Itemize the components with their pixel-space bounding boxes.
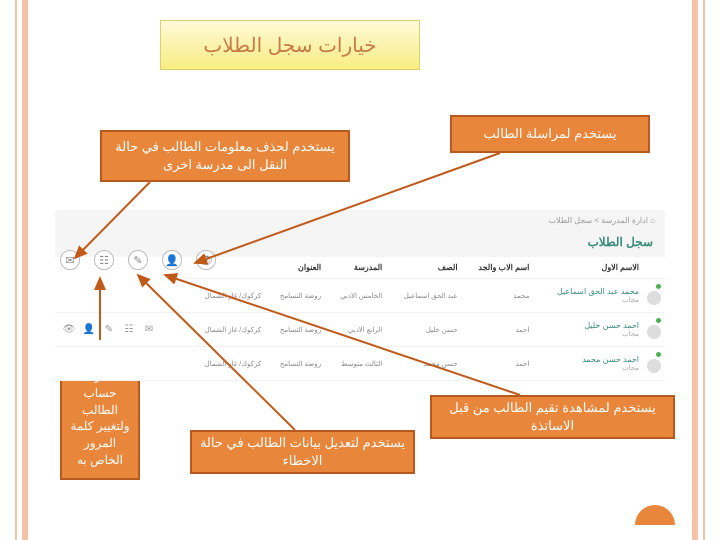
school-cell: روضة التسامح [265,347,325,381]
students-panel: ⌂ ادارة المدرسة > سجل الطلاب سجل الطلاب … [55,210,665,381]
pen-icon[interactable]: ✎ [128,250,148,270]
address-cell: كركوك/ غاز الشمال [187,279,266,313]
column-header: الصف [386,257,461,279]
frame-line [15,0,17,540]
callout-edit: يستخدم لتعديل بيانات الطالب في حالة الاخ… [190,430,415,474]
eye-icon[interactable]: 👁 [196,250,216,270]
slide-decoration [635,505,675,525]
mail-icon[interactable]: ✉ [140,321,158,339]
callout-evaluation: يستخدم لمشاهدة تقيم الطالب من قبل الاسات… [430,395,675,439]
row-actions: 👁👤✎☷✉ [55,313,187,347]
students-table: الاسم الاولاسم الاب والجدالصفالمدرسةالعن… [55,257,665,381]
school-cell: روضة التسامح [265,313,325,347]
avatar-icon [647,359,661,373]
first-name-cell: احمد [462,347,534,381]
user-icon[interactable]: 👤 [80,321,98,339]
father-name-cell: حسن خليل [386,313,461,347]
avatar-icon [647,325,661,339]
grade-cell: الثالث متوسط [325,347,386,381]
breadcrumb: ⌂ ادارة المدرسة > سجل الطلاب [55,210,665,231]
avatar-icon [647,291,661,305]
status-dot [656,352,661,357]
grade-cell: الخامس الادبي [325,279,386,313]
avatar-cell [643,347,665,381]
pen-icon[interactable]: ✎ [100,321,118,339]
user-icon[interactable]: 👤 [162,250,182,270]
address-cell: كركوك/ غاز الشمال [187,313,266,347]
student-name-cell: احمد حسن محمدمجاب [533,347,643,381]
frame-line [22,0,28,540]
slide-title: خيارات سجل الطلاب [160,20,420,70]
avatar-cell [643,313,665,347]
action-icons-row: 👁 👤 ✎ ☷ ✉ [60,250,216,270]
bars-icon[interactable]: ☷ [94,250,114,270]
column-header [643,257,665,279]
father-name-cell: حسن محمد [386,347,461,381]
avatar-cell [643,279,665,313]
empty-cell [55,279,187,313]
frame-line [692,0,698,540]
grade-cell: الرابع الادبي [325,313,386,347]
table-row: احمد حسن محمدمجاباحمدحسن محمدالثالث متوس… [55,347,665,381]
student-name-cell: محمد عبد الحق اسماعيلمجاب [533,279,643,313]
first-name-cell: احمد [462,313,534,347]
empty-cell [55,347,187,381]
bars-icon[interactable]: ☷ [120,321,138,339]
table-row: محمد عبد الحق اسماعيلمجابمحمدعبد الحق اس… [55,279,665,313]
callout-message: يستخدم لمراسلة الطالب [450,115,650,153]
eye-icon[interactable]: 👁 [60,321,78,339]
first-name-cell: محمد [462,279,534,313]
frame-line [703,0,705,540]
mail-icon[interactable]: ✉ [60,250,80,270]
school-cell: روضة التسامح [265,279,325,313]
column-header: الاسم الاول [533,257,643,279]
table-row: احمد حسن خليلمجاباحمدحسن خليلالرابع الاد… [55,313,665,347]
column-header: اسم الاب والجد [462,257,534,279]
callout-delete: يستخدم لحذف معلومات الطالب في حالة النقل… [100,130,350,182]
address-cell: كركوك/ غاز الشمال [187,347,266,381]
column-header: العنوان [265,257,325,279]
status-dot [656,318,661,323]
column-header: المدرسة [325,257,386,279]
student-name-cell: احمد حسن خليلمجاب [533,313,643,347]
status-dot [656,284,661,289]
father-name-cell: عبد الحق اسماعيل [386,279,461,313]
